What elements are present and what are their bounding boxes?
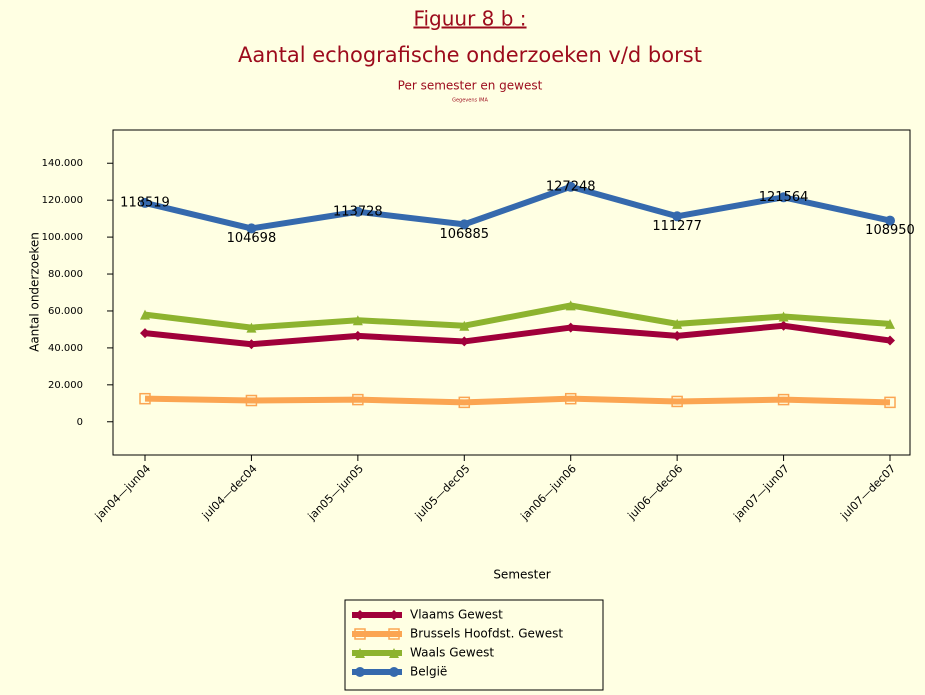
- series-marker: [352, 330, 363, 341]
- legend-label: Brussels Hoofdst. Gewest: [410, 627, 563, 641]
- series-marker: [459, 336, 470, 347]
- series-line: [144, 322, 891, 348]
- y-tick-label: 20.000: [48, 380, 83, 391]
- chart-subtitle: Aantal echografische onderzoeken v/d bor…: [238, 43, 702, 67]
- legend-label: Vlaams Gewest: [410, 608, 503, 622]
- legend-marker: [354, 628, 366, 640]
- legend-marker: [389, 648, 399, 658]
- series-marker: [672, 211, 683, 222]
- series-marker: [885, 318, 895, 329]
- legend-label: België: [410, 665, 447, 679]
- series-marker: [564, 392, 577, 405]
- series-marker: [245, 394, 258, 407]
- series-marker: [352, 206, 363, 217]
- series-line: [144, 302, 891, 331]
- data-label: 127248: [546, 179, 596, 194]
- data-label: 111277: [652, 219, 702, 234]
- data-label: 108950: [865, 223, 915, 238]
- y-tick-label: 80.000: [48, 269, 83, 280]
- series-marker: [885, 215, 895, 226]
- series-marker: [778, 311, 789, 322]
- series-marker: [140, 197, 150, 208]
- legend-marker: [355, 667, 365, 677]
- series-marker: [672, 318, 683, 329]
- series-marker: [672, 330, 683, 341]
- series-marker: [778, 320, 789, 331]
- series-marker: [458, 396, 471, 409]
- data-label: 106885: [439, 227, 489, 242]
- y-tick-label: 140.000: [42, 158, 83, 169]
- series-line: [144, 395, 891, 406]
- x-axis-title: Semester: [493, 568, 550, 582]
- data-label: 121564: [759, 190, 809, 205]
- legend-marker: [389, 667, 399, 677]
- y-tick-label: 60.000: [48, 306, 83, 317]
- series-marker: [885, 335, 895, 346]
- series-marker: [246, 339, 257, 350]
- legend-marker: [355, 648, 365, 658]
- y-tick-label: 100.000: [42, 232, 83, 243]
- series-marker: [459, 320, 470, 331]
- series-line: [144, 183, 891, 232]
- series-marker: [352, 393, 364, 406]
- y-tick-label: 120.000: [42, 195, 83, 206]
- series-marker: [140, 309, 150, 320]
- legend-marker: [389, 610, 399, 620]
- series-marker: [671, 395, 683, 408]
- data-label: 113728: [333, 204, 383, 219]
- y-tick-label: 0: [77, 417, 83, 428]
- y-tick-label: 40.000: [48, 343, 83, 354]
- chart-title: Figuur 8 b :: [413, 7, 526, 31]
- series-marker: [565, 300, 576, 311]
- series-marker: [246, 322, 257, 333]
- data-label: 118519: [120, 195, 170, 210]
- series-marker: [140, 328, 150, 339]
- chart-subtitle-2: Per semester en gewest: [398, 79, 543, 93]
- series-marker: [565, 181, 576, 192]
- series-marker: [778, 192, 789, 203]
- series-marker: [459, 219, 470, 230]
- series-marker: [777, 393, 790, 406]
- series-marker: [139, 392, 151, 405]
- data-label: 104698: [227, 231, 277, 246]
- y-axis-title: Aantal onderzoeken: [28, 232, 42, 352]
- legend-marker: [355, 610, 365, 620]
- series-marker: [352, 315, 363, 326]
- plot-frame: [112, 129, 911, 456]
- series-marker: [884, 396, 896, 409]
- legend-label: Waals Gewest: [410, 646, 494, 660]
- source-note: Gegevens IMA: [452, 98, 488, 104]
- legend-marker: [388, 628, 400, 640]
- series-marker: [565, 322, 576, 333]
- series-marker: [246, 223, 257, 234]
